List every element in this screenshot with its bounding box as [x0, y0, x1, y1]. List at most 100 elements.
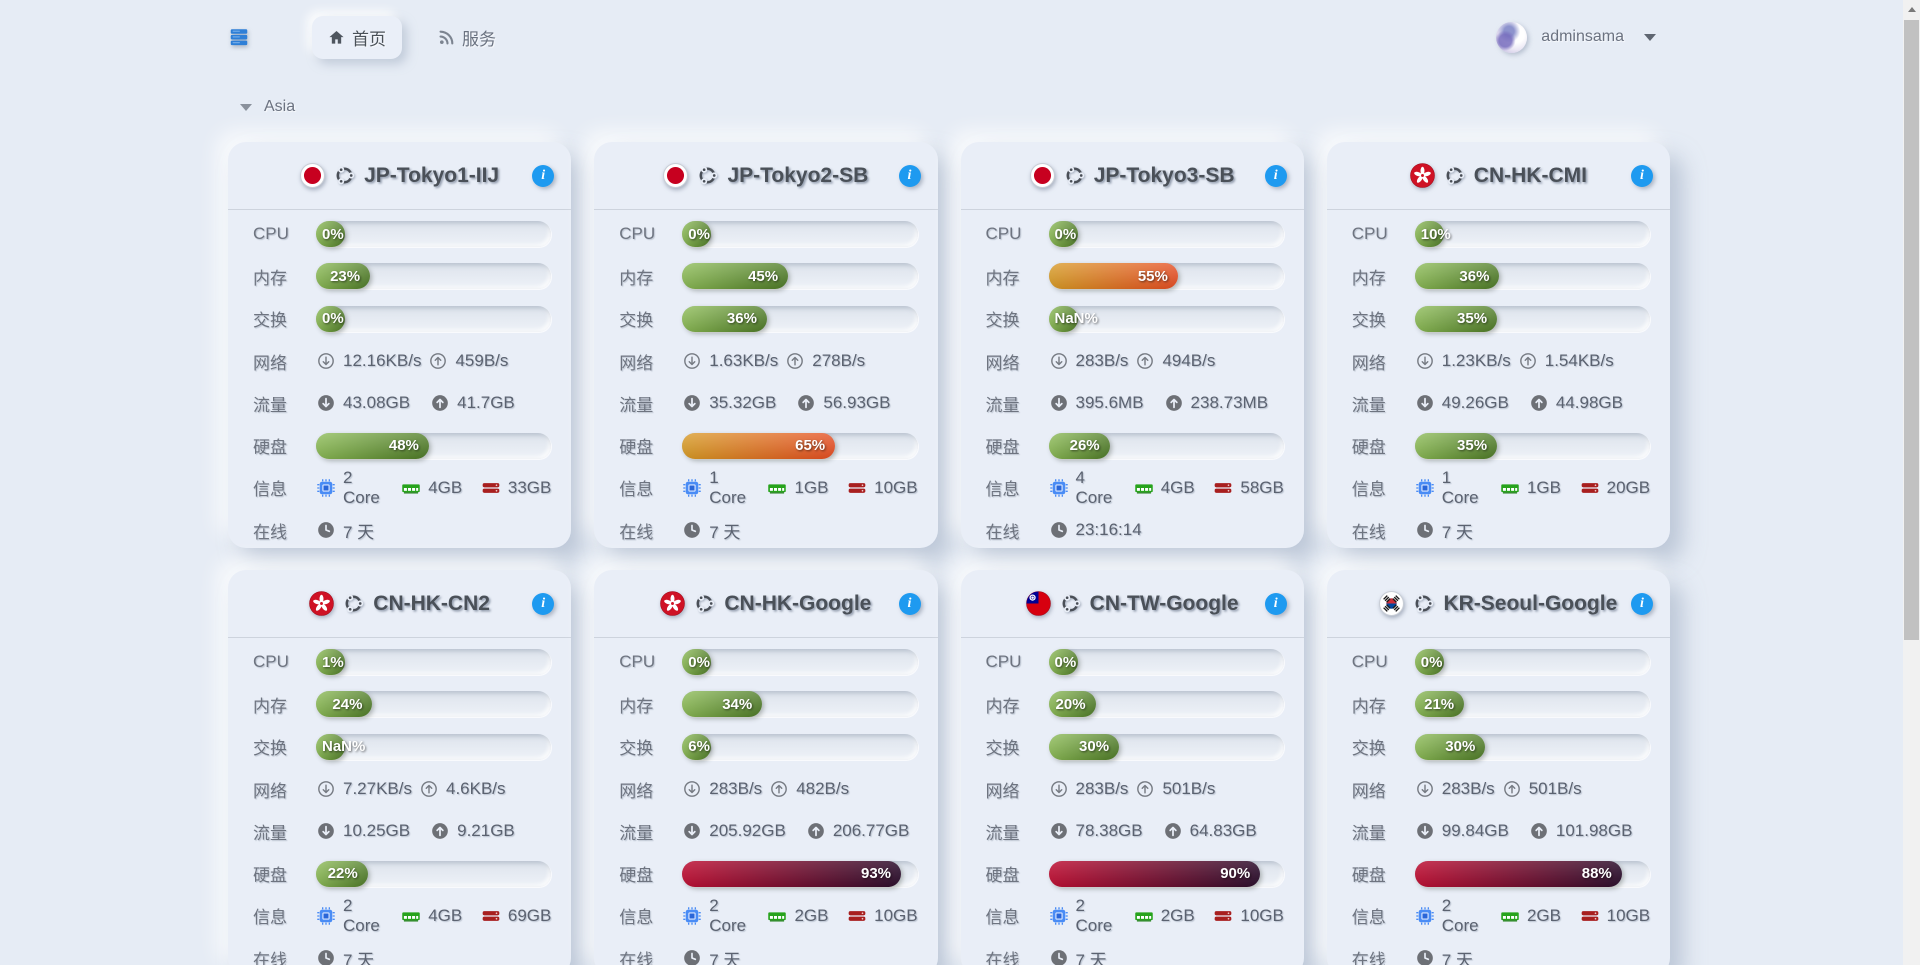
network-down-value: 1.63KB/s: [709, 351, 779, 371]
user-name: adminsama: [1541, 28, 1624, 45]
cpu-percent: 0%: [1420, 653, 1443, 671]
memory-label: 内存: [619, 268, 654, 288]
scrollbar-thumb[interactable]: [1904, 20, 1919, 640]
swap-progressbar: 6%: [682, 733, 918, 760]
online-value: 23:16:14: [1075, 520, 1142, 540]
clock-icon: [682, 948, 702, 965]
ubuntu-os-icon: [333, 164, 356, 187]
disk-drive-icon: [847, 478, 867, 498]
cpu-percent: 0%: [1054, 653, 1077, 671]
ram-icon: [1500, 478, 1520, 498]
online-row: 在线 7 天: [594, 937, 937, 965]
download-outline-icon: [316, 351, 336, 371]
upload-outline-icon: [785, 351, 805, 371]
swap-percent: NaN%: [1054, 310, 1098, 328]
swap-percent: 36%: [726, 310, 757, 328]
server-card: JP-Tokyo3-SB i CPU 0% 内存 55% 交换 NaN%: [960, 142, 1304, 548]
swap-row: 交换 30%: [1327, 726, 1670, 768]
traffic-label: 流量: [253, 823, 287, 843]
section-asia-toggle[interactable]: Asia: [228, 98, 1670, 116]
cpu-row: CPU 0%: [594, 213, 937, 255]
info-storage-value: 58GB: [1240, 477, 1284, 497]
disk-label: 硬盘: [619, 866, 654, 886]
info-row: 信息 4 Core: [961, 467, 1304, 509]
online-label: 在线: [619, 522, 654, 542]
disk-percent: 93%: [861, 865, 892, 883]
server-name: JP-Tokyo2-SB: [727, 163, 869, 187]
info-icon[interactable]: i: [1264, 164, 1287, 187]
info-ram-value: 4GB: [428, 905, 463, 925]
network-up-value: 459B/s: [455, 351, 509, 371]
server-name: CN-HK-Google: [724, 591, 872, 615]
clock-icon: [1049, 520, 1069, 540]
disk-drive-icon: [1580, 906, 1600, 926]
disk-label: 硬盘: [253, 438, 287, 458]
upload-outline-icon: [1502, 779, 1522, 799]
swap-percent: 30%: [1079, 738, 1110, 756]
download-outline-icon: [1415, 351, 1435, 371]
user-menu[interactable]: adminsama: [1496, 21, 1670, 53]
info-icon[interactable]: i: [1631, 164, 1653, 187]
tab-services[interactable]: 服务: [422, 16, 512, 59]
cpu-progressbar: 0%: [316, 221, 552, 248]
disk-drive-icon: [481, 478, 501, 498]
upload-filled-icon: [430, 821, 450, 841]
disk-percent: 65%: [795, 437, 826, 455]
info-icon[interactable]: i: [1264, 592, 1287, 615]
cpu-percent: 0%: [688, 225, 710, 243]
swap-percent: 30%: [1445, 738, 1476, 756]
network-row: 网络 283B/s 501B/: [1327, 768, 1670, 810]
memory-label: 内存: [253, 268, 287, 288]
info-icon[interactable]: i: [532, 592, 555, 615]
ubuntu-os-icon: [1059, 592, 1082, 615]
tab-home[interactable]: 首页: [312, 15, 402, 59]
traffic-down-value: 49.26GB: [1441, 393, 1509, 413]
memory-percent: 55%: [1137, 267, 1168, 285]
server-stack-icon[interactable]: [228, 26, 250, 48]
info-cores-value: 2 Core: [343, 895, 380, 935]
memory-label: 内存: [1351, 696, 1386, 716]
section-label: Asia: [264, 98, 296, 115]
info-icon[interactable]: i: [898, 592, 921, 615]
info-icon[interactable]: i: [1631, 592, 1653, 615]
disk-percent: 35%: [1457, 437, 1488, 455]
disk-row: 硬盘 93%: [594, 852, 937, 894]
memory-row: 内存 24%: [228, 683, 571, 725]
network-row: 网络 1.23KB/s 1.5: [1327, 340, 1670, 382]
scrollbar-up-arrow[interactable]: [1903, 0, 1920, 18]
ubuntu-os-icon: [693, 592, 716, 615]
disk-progressbar: 35%: [1414, 432, 1650, 459]
memory-progressbar: 23%: [316, 263, 552, 290]
flag-hk-icon: [309, 591, 335, 616]
info-row: 信息 2 Core: [228, 467, 571, 509]
traffic-down-value: 205.92GB: [709, 821, 786, 841]
online-row: 在线 7 天: [1327, 509, 1670, 548]
ubuntu-os-icon: [342, 592, 365, 615]
memory-progressbar: 45%: [682, 263, 918, 290]
online-value: 7 天: [709, 950, 741, 965]
network-up-value: 494B/s: [1162, 351, 1216, 371]
memory-row: 内存 20%: [961, 683, 1304, 725]
memory-percent: 23%: [330, 267, 361, 285]
info-icon[interactable]: i: [898, 164, 921, 187]
network-row: 网络 12.16KB/s 45: [228, 340, 571, 382]
online-label: 在线: [1351, 522, 1386, 542]
disk-label: 硬盘: [253, 866, 287, 886]
online-row: 在线 7 天: [228, 509, 571, 548]
cpu-label: CPU: [1351, 224, 1388, 244]
flag-hk-icon: [660, 591, 686, 616]
server-name: JP-Tokyo3-SB: [1093, 163, 1235, 187]
download-outline-icon: [316, 779, 336, 799]
online-row: 在线 7 天: [594, 509, 937, 548]
online-value: 7 天: [709, 522, 741, 542]
traffic-label: 流量: [619, 823, 654, 843]
info-icon[interactable]: i: [532, 164, 555, 187]
flag-tw-icon: [1025, 591, 1051, 616]
cpu-chip-icon: [316, 906, 336, 926]
traffic-row: 流量 205.92GB: [594, 810, 937, 852]
server-card: JP-Tokyo2-SB i CPU 0% 内存 45% 交换 36%: [594, 142, 938, 548]
ubuntu-os-icon: [1443, 164, 1466, 187]
info-storage-value: 10GB: [1240, 905, 1284, 925]
traffic-down-value: 10.25GB: [343, 821, 411, 841]
network-down-value: 7.27KB/s: [343, 779, 412, 799]
